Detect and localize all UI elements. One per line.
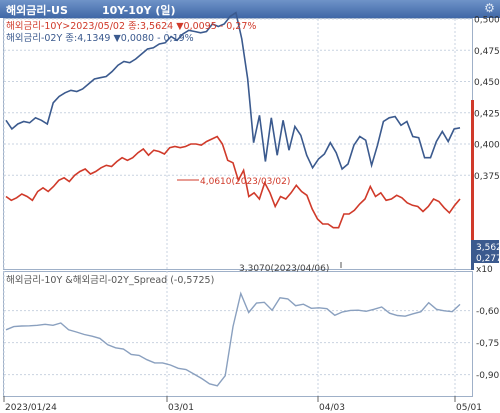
ten-year-scale-bar <box>471 100 474 270</box>
legend-02y: 해외금리-02Y 종:4,1349 ▼0,0080 - 0,19% <box>6 32 194 44</box>
upper-y-tick-label: 0,375 <box>474 172 500 182</box>
spread-line <box>5 291 461 387</box>
badge-10y: 0,277 <box>476 254 500 264</box>
series-10y-line <box>5 135 461 229</box>
series-layer <box>5 11 461 387</box>
grid-layer <box>3 18 471 396</box>
legend-10y: 해외금리-10Y>2023/05/02 종:3,5624 ▼0,0095 - 0… <box>6 20 256 32</box>
x-tick-label: 2023/01/24 <box>5 403 57 413</box>
upper-y-tick-label: 0,425 <box>474 109 500 119</box>
upper-y-tick-label: 0,450 <box>474 78 500 88</box>
upper-y-tick-label: 0,500 <box>474 16 500 26</box>
x-tick-label: 03/01 <box>168 403 194 413</box>
title-bar: 해외금리-US 10Y-10Y (일) ⚙ <box>0 0 500 18</box>
low-annotation: 3,3070(2023/04/06) <box>239 264 329 274</box>
lower-y-tick-label: -0,60 <box>476 307 500 317</box>
series-02y-line <box>5 11 461 171</box>
badge-02y-box <box>474 240 499 252</box>
two-year-scale-bar <box>471 240 474 270</box>
window-subtitle: 10Y-10Y (일) <box>102 4 176 17</box>
settings-icon[interactable]: ⚙ <box>484 1 495 15</box>
x-tick-label: 05/01 <box>456 403 482 413</box>
badge-10y-box <box>474 251 499 263</box>
badge-02y: 3,562 <box>476 243 500 253</box>
lower-y-tick-label: -0,90 <box>476 371 500 381</box>
legend-spread: 해외금리-10Y &해외금리-02Y_Spread (-0,5725) <box>6 274 214 286</box>
tick-layer: 0,500 0,475 0,450 0,425 0,400 0,375 -0,60 -0,75… <box>3 16 500 413</box>
upper-y-tick-label: 0,475 <box>474 47 500 57</box>
lower-panel-border <box>3 271 473 397</box>
x-tick-label: 04/03 <box>319 403 345 413</box>
upper-y-tick-label: 0,400 <box>474 141 500 151</box>
lower-y-tick-label: -0,75 <box>476 339 499 349</box>
window-title: 해외금리-US <box>6 4 68 17</box>
high-annotation: 4,0610(2023/03/02) <box>200 177 290 187</box>
axis-unit-label: x10 <box>476 265 493 275</box>
